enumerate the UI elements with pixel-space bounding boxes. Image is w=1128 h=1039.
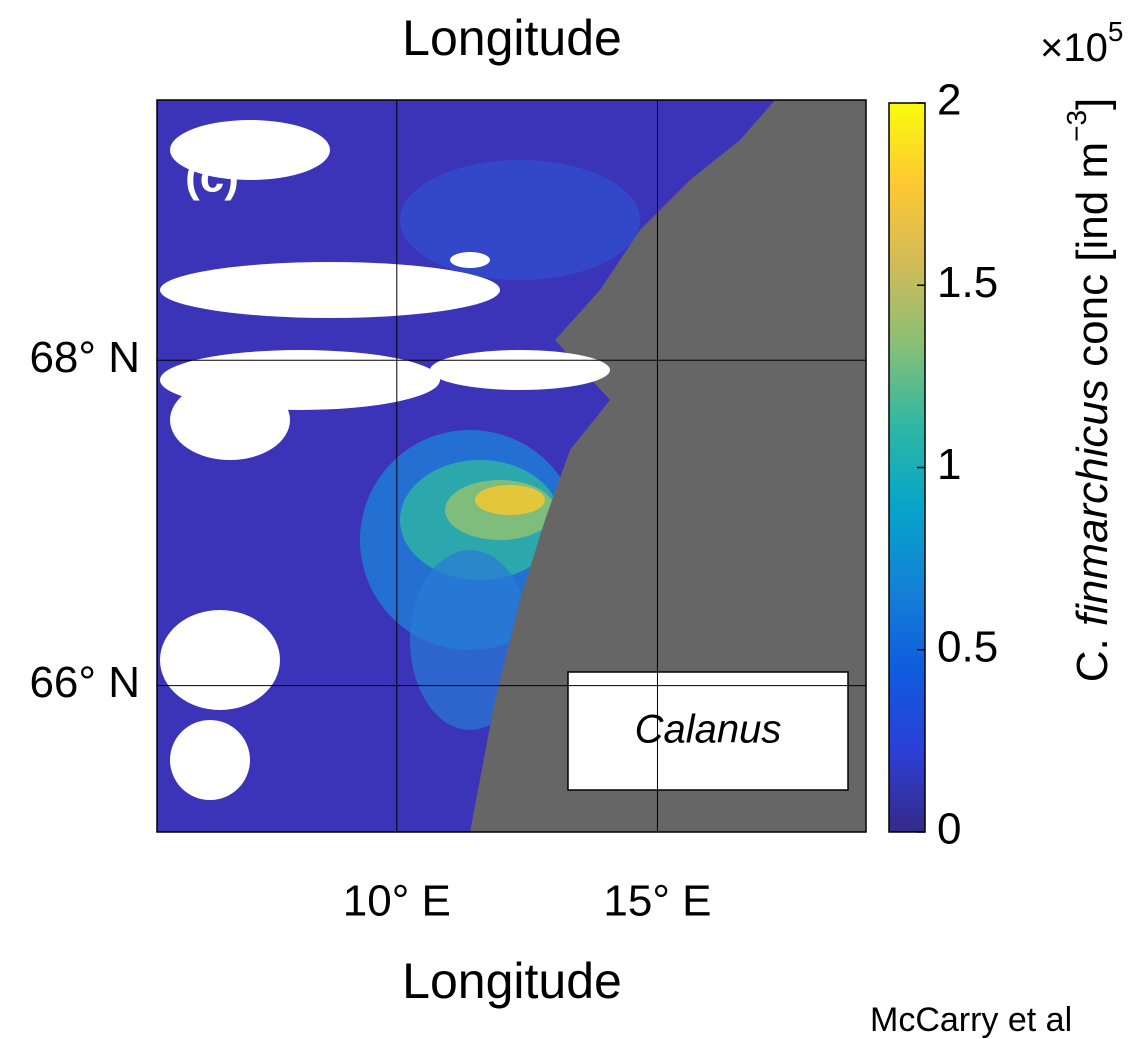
colorbar-tick-label: 1.5 [937,258,998,307]
grid [157,100,866,832]
label-suffix: ] [1068,98,1117,110]
colorbar-tick-label: 1 [937,440,961,489]
citation: McCarry et al [870,1001,1072,1039]
label-unit-exponent: −3 [1061,110,1092,142]
top-title: Longitude [402,10,622,66]
x-tick-label: 10° E [343,877,451,926]
label-prefix: C. [1068,626,1117,682]
inset-label: Calanus [635,708,782,752]
x-tick-label: 15° E [603,877,711,926]
clouds [160,120,610,800]
label-unit: conc [ind m [1068,142,1117,379]
colorbar-tick-label: 2 [937,76,961,125]
land [470,100,866,832]
y-tick-label: 68° N [29,333,140,382]
map-frame [156,99,867,833]
multiplier-base: ×10 [1040,26,1108,70]
colorbar-tick-label: 0 [937,805,961,854]
colorbar-multiplier: ×105 [1040,16,1123,69]
y-tick-label: 66° N [29,658,140,707]
map-image [157,100,866,832]
colorbar-label: C. finmarchicus conc [ind m−3] [1061,98,1116,683]
multiplier-exponent: 5 [1108,16,1124,47]
x-axis-title: Longitude [402,953,622,1009]
inset-box [567,671,849,791]
plankton-patch [475,485,545,515]
plankton-patch [400,160,640,280]
colorbar-tick-label: 0.5 [937,622,998,671]
panel-label: (c) [185,153,239,202]
label-species: finmarchicus [1068,379,1117,626]
